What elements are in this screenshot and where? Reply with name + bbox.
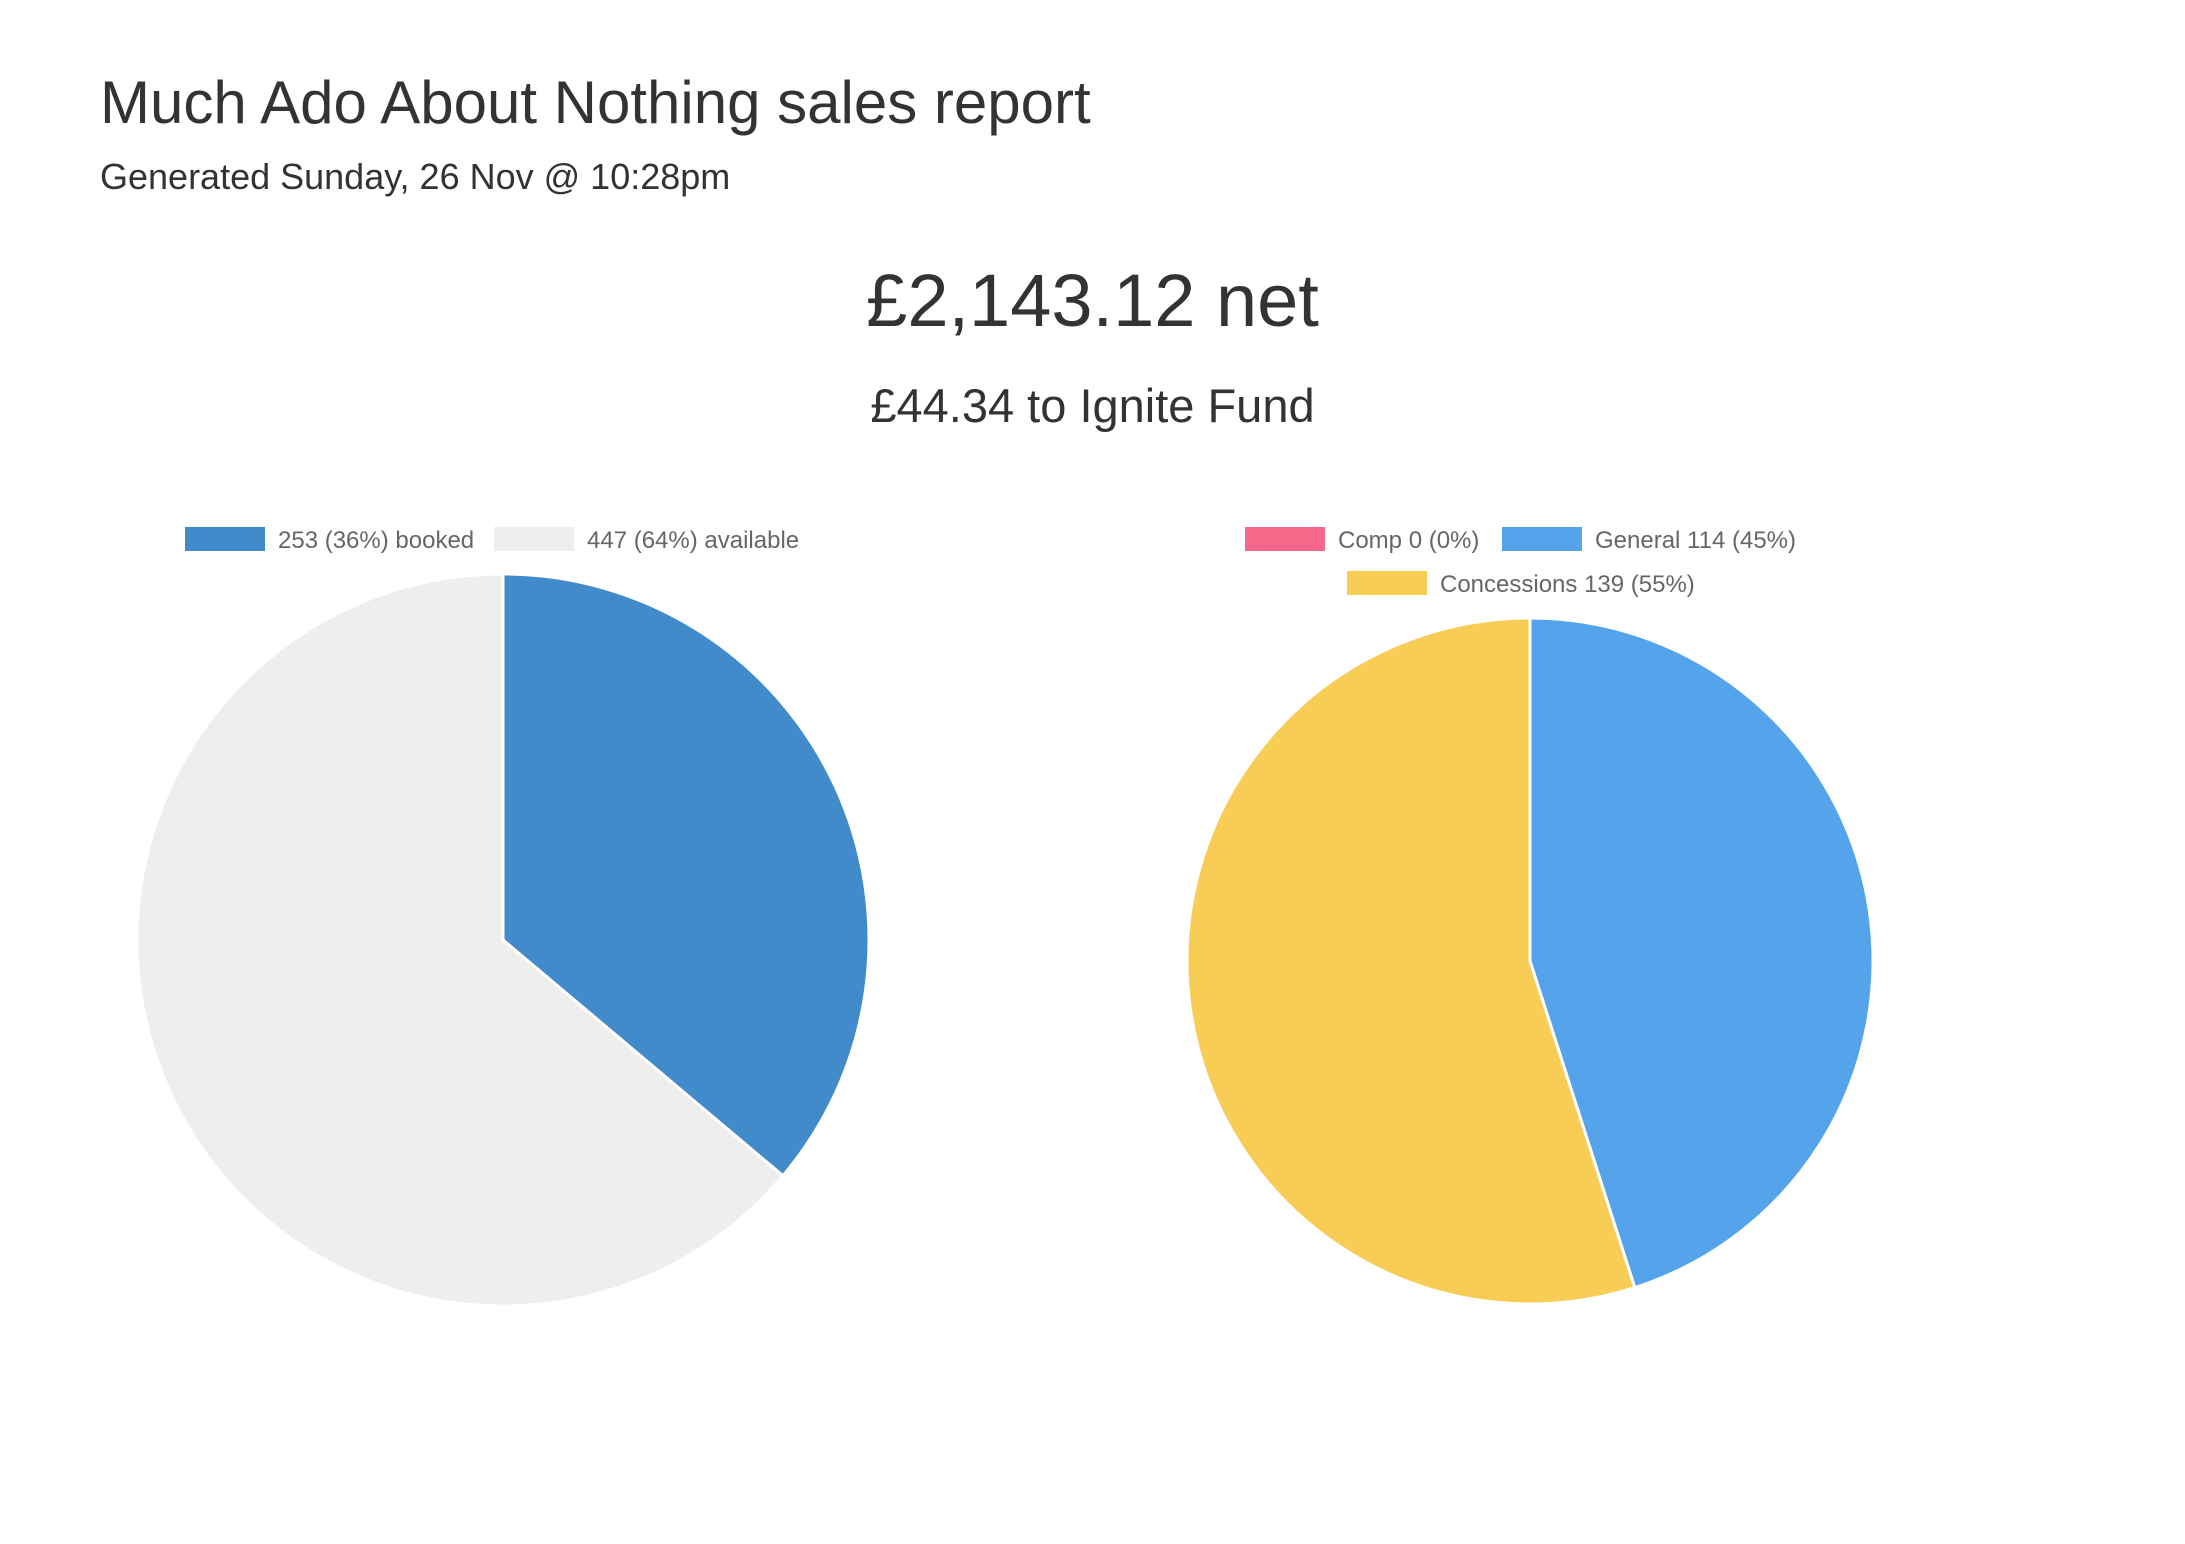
report-title: Much Ado About Nothing sales report: [100, 69, 1091, 136]
pie-slice-0-0[interactable]: [501, 572, 871, 1178]
legend-swatch-0-1: [494, 527, 574, 551]
net-total: £2,143.12 net: [866, 259, 1319, 342]
legend-label-0-1: 447 (64%) available: [587, 527, 799, 554]
legend-label-0-0: 253 (36%) booked: [278, 527, 474, 554]
report-generated-date: Generated Sunday, 26 Nov @ 10:28pm: [100, 156, 731, 197]
legend-label-1-2: Concessions 139 (55%): [1440, 571, 1695, 598]
legend-swatch-1-1: [1502, 527, 1582, 551]
legend-swatch-1-0: [1245, 527, 1325, 551]
pie-slice-1-1[interactable]: [1528, 616, 1875, 1290]
capacity-pie-chart: 253 (36%) booked 447 (64%) available: [135, 527, 871, 1308]
legend-label-1-1: General 114 (45%): [1595, 527, 1796, 554]
legend-swatch-0-0: [185, 527, 265, 551]
pie-slice-1-2[interactable]: [1185, 616, 1637, 1306]
pie-slice-0-1[interactable]: [135, 572, 785, 1308]
legend-label-1-0: Comp 0 (0%): [1338, 527, 1479, 554]
legend-swatch-1-2: [1347, 571, 1427, 595]
ignite-fund-total: £44.34 to Ignite Fund: [870, 379, 1315, 432]
